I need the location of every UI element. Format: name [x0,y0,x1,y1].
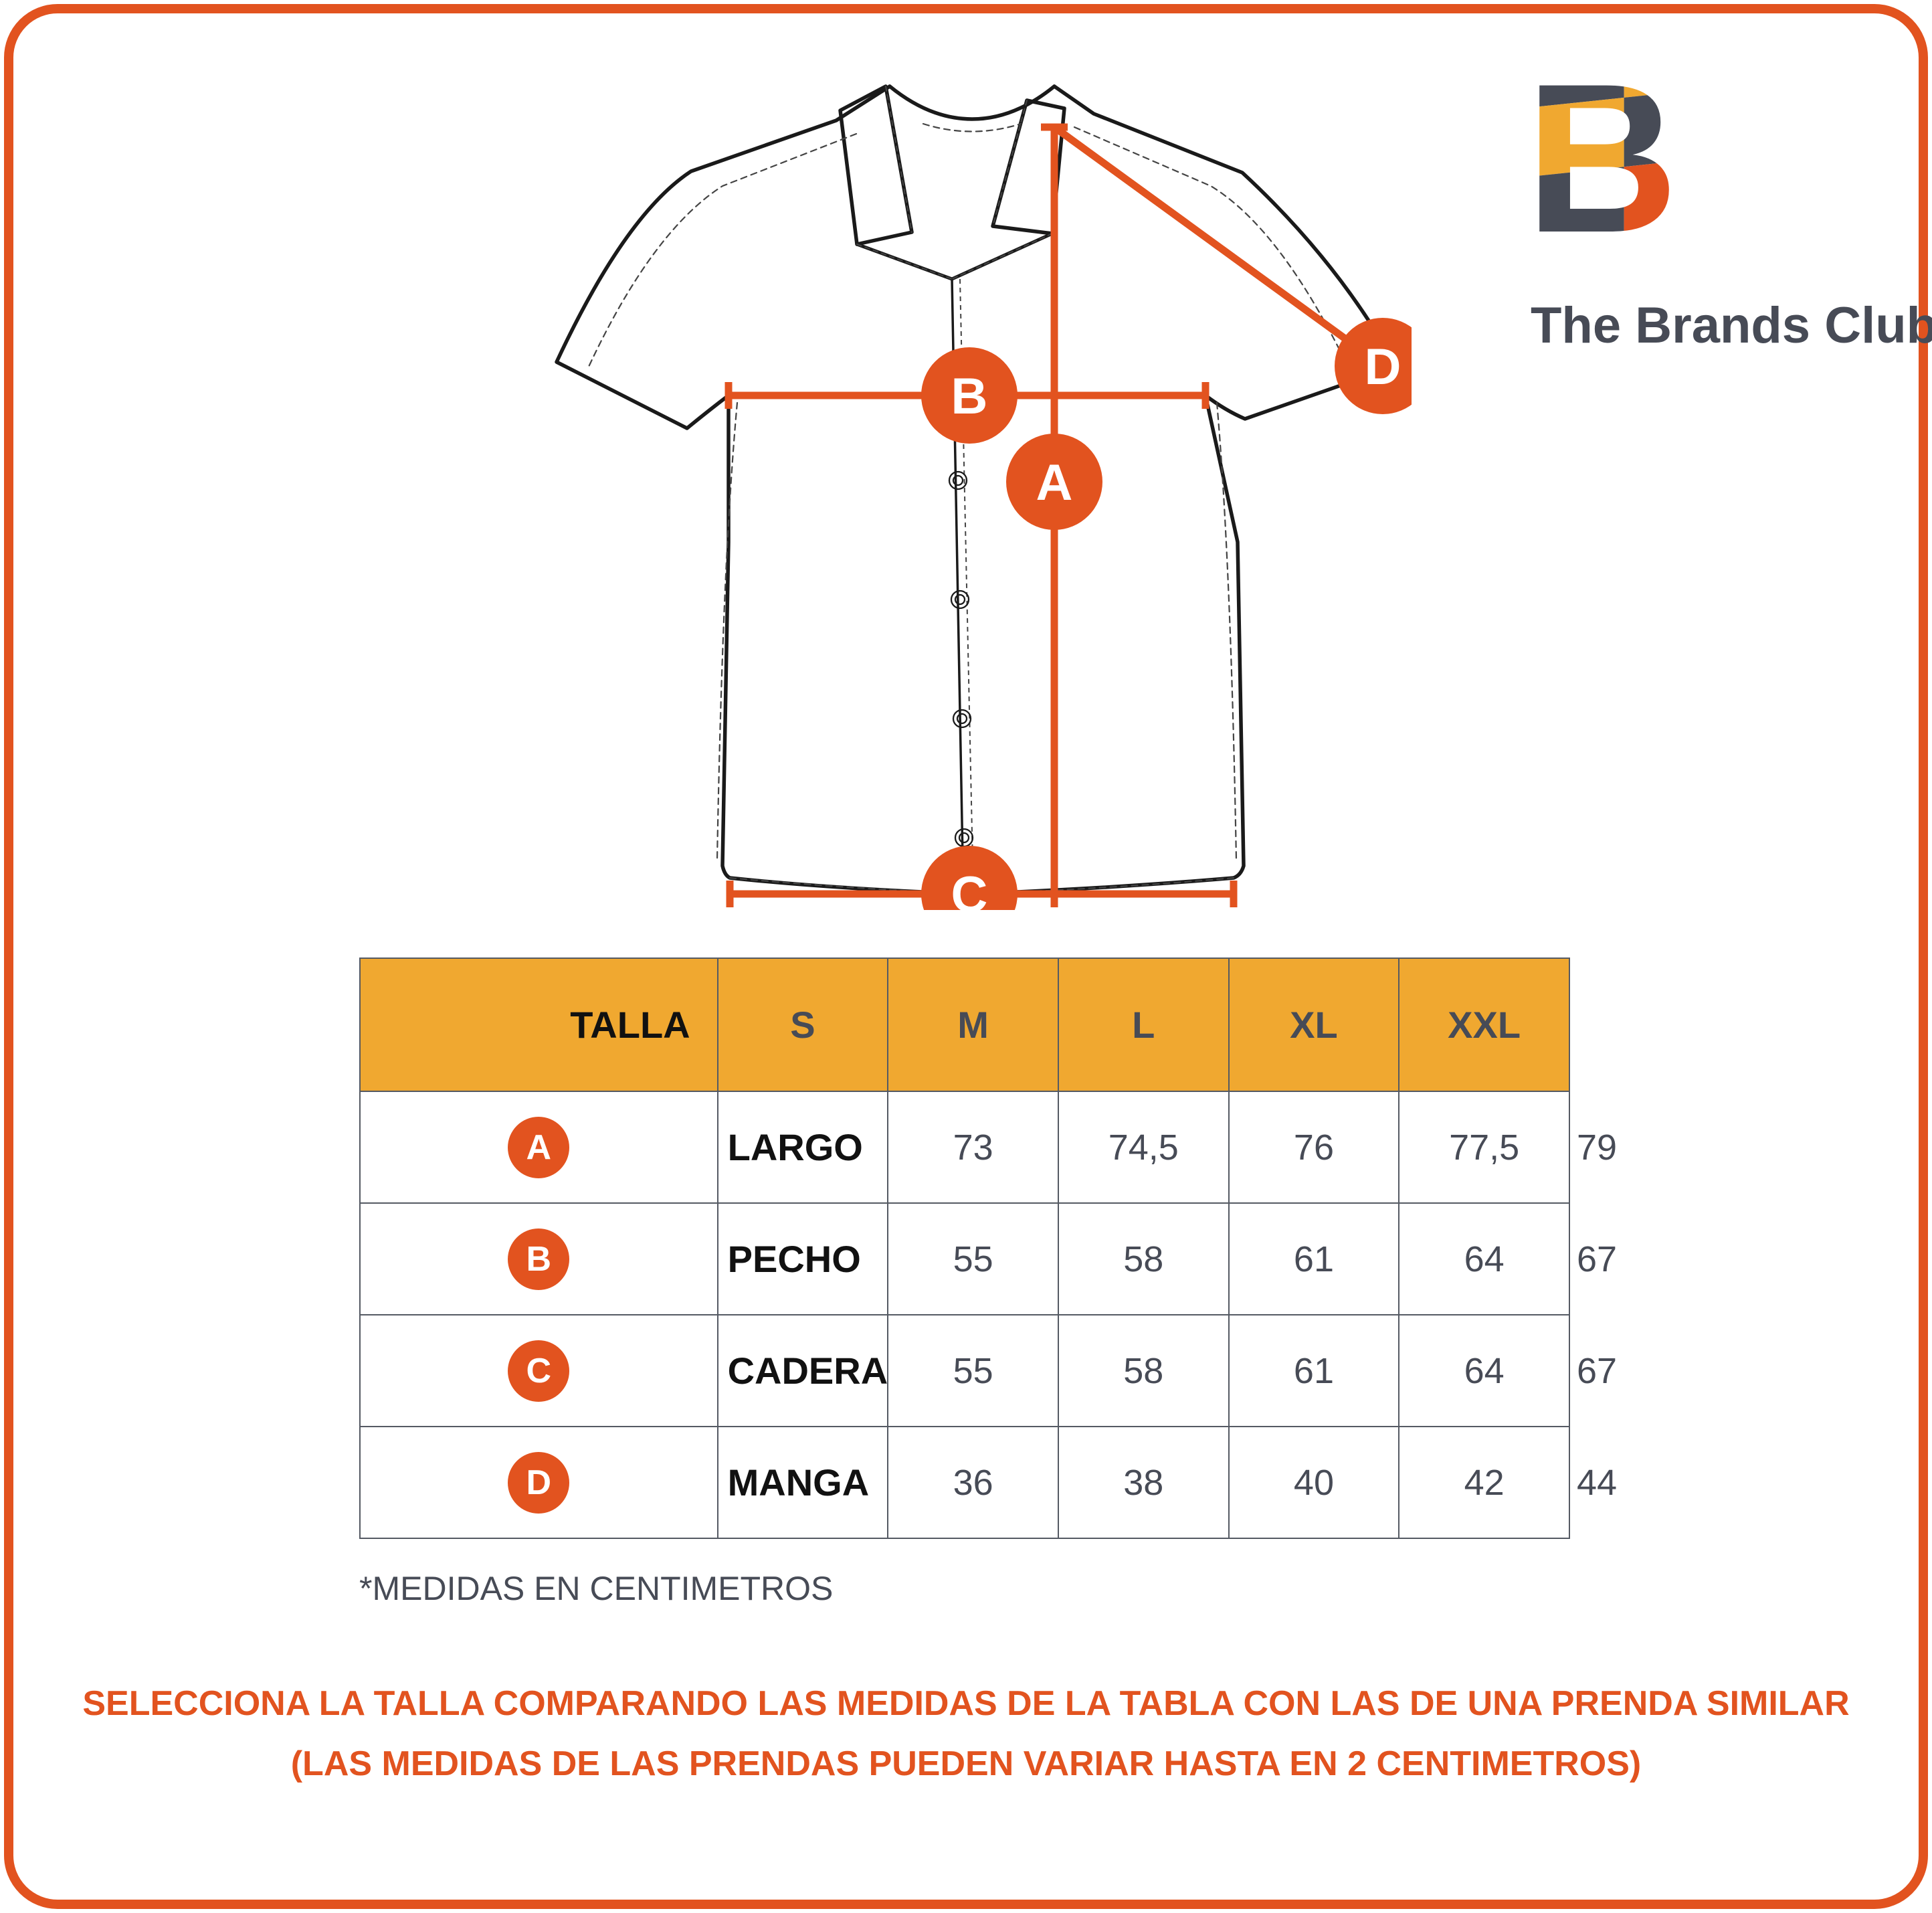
svg-text:C: C [951,867,988,910]
svg-text:D: D [1365,339,1402,395]
svg-text:B: B [951,368,988,425]
svg-text:A: A [1036,454,1073,511]
